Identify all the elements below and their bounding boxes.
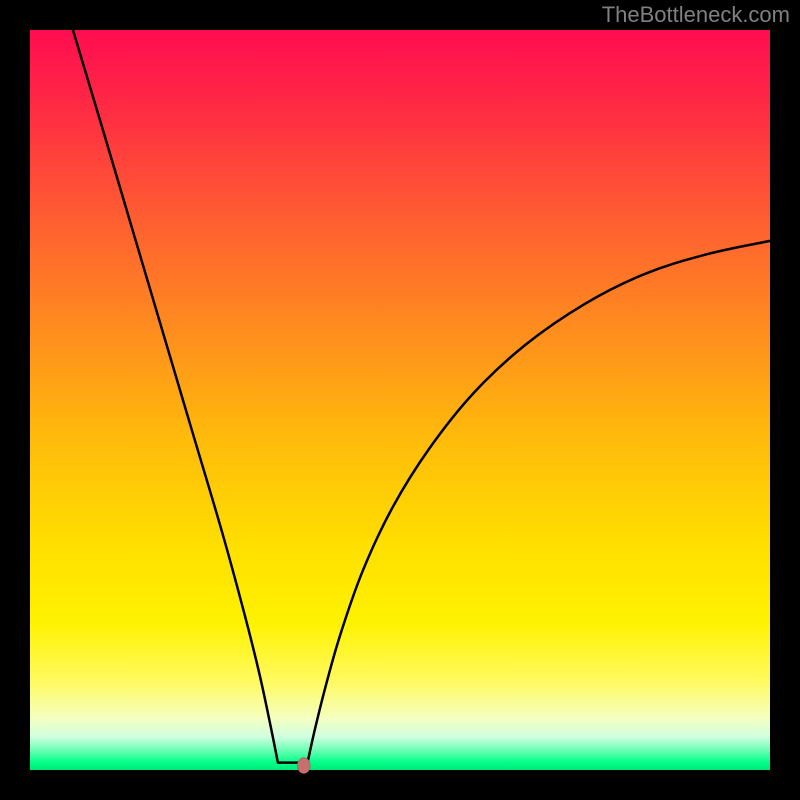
plot-background [30,30,770,770]
chart-container: TheBottleneck.com [0,0,800,800]
watermark-text: TheBottleneck.com [602,2,790,28]
minimum-marker [297,758,310,774]
bottleneck-chart [0,0,800,800]
